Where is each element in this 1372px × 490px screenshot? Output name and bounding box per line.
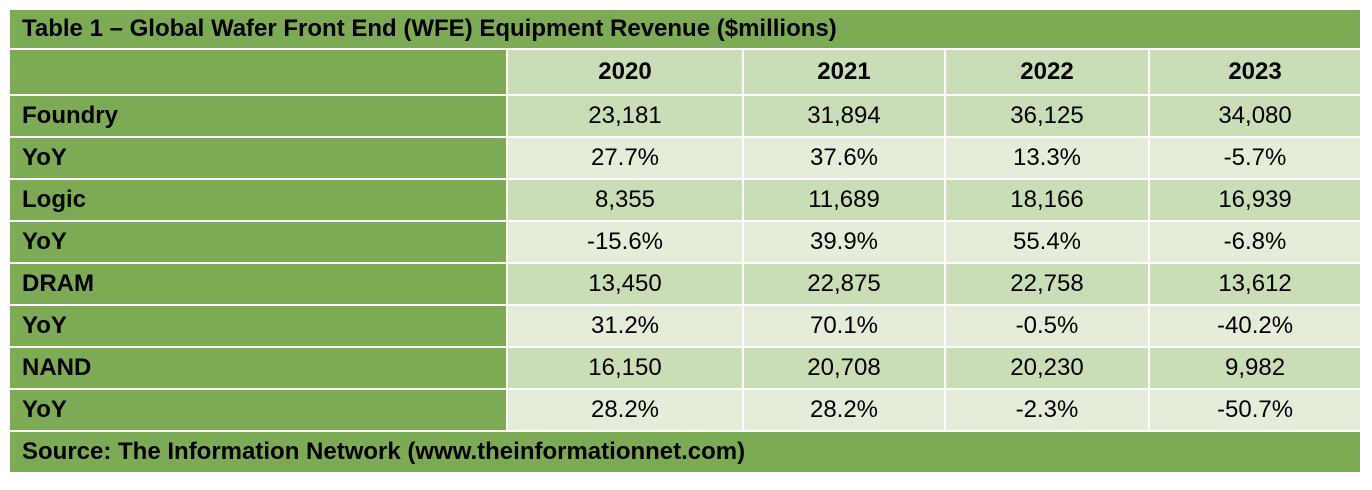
cell: 18,166	[944, 178, 1150, 222]
cell: 22,758	[944, 262, 1150, 306]
row-label: YoY	[8, 304, 508, 348]
cell: 31.2%	[506, 304, 744, 348]
row-label: Logic	[8, 178, 508, 222]
data-row: Logic 8,355 11,689 18,166 16,939	[8, 178, 1363, 222]
row-label: DRAM	[8, 262, 508, 306]
cell: -40.2%	[1147, 304, 1363, 348]
cell: 28.2%	[742, 388, 946, 432]
cell: 55.4%	[944, 220, 1150, 264]
cell: 8,355	[506, 178, 744, 222]
cell: 13.3%	[944, 136, 1150, 180]
cell: 34,080	[1147, 94, 1363, 138]
cell: -5.7%	[1147, 136, 1363, 180]
cell: 16,150	[506, 346, 744, 390]
data-row: Foundry 23,181 31,894 36,125 34,080	[8, 94, 1363, 138]
table-title: Table 1 – Global Wafer Front End (WFE) E…	[7, 8, 1363, 50]
source: Source: The Information Network (www.the…	[7, 430, 1363, 474]
cell: -0.5%	[944, 304, 1150, 348]
cell: 39.9%	[742, 220, 946, 264]
column-header: 2022	[944, 48, 1150, 96]
cell: 27.7%	[506, 136, 744, 180]
cell: 9,982	[1147, 346, 1363, 390]
cell: 28.2%	[506, 388, 744, 432]
column-header: 2023	[1147, 48, 1363, 96]
data-row: NAND 16,150 20,708 20,230 9,982	[8, 346, 1363, 390]
cell: -6.8%	[1147, 220, 1363, 264]
cell: 20,708	[742, 346, 946, 390]
row-label: Foundry	[8, 94, 508, 138]
data-row: DRAM 13,450 22,875 22,758 13,612	[8, 262, 1363, 306]
cell: 20,230	[944, 346, 1150, 390]
table-container: Table 1 – Global Wafer Front End (WFE) E…	[7, 8, 1363, 476]
header-corner	[8, 48, 508, 96]
cell: 23,181	[506, 94, 744, 138]
column-header: 2020	[506, 48, 744, 96]
cell: 13,612	[1147, 262, 1363, 306]
source-row: Source: The Information Network (www.the…	[7, 430, 1363, 474]
cell: 36,125	[944, 94, 1150, 138]
cell: 37.6%	[742, 136, 946, 180]
data-row: YoY 27.7% 37.6% 13.3% -5.7%	[8, 136, 1363, 180]
table-body: Table 1 – Global Wafer Front End (WFE) E…	[7, 8, 1363, 474]
data-row: YoY -15.6% 39.9% 55.4% -6.8%	[8, 220, 1363, 264]
data-row: YoY 28.2% 28.2% -2.3% -50.7%	[8, 388, 1363, 432]
row-label: YoY	[8, 388, 508, 432]
title-row: Table 1 – Global Wafer Front End (WFE) E…	[7, 8, 1363, 50]
cell: 16,939	[1147, 178, 1363, 222]
row-label: NAND	[8, 346, 508, 390]
header-row: 2020 2021 2022 2023	[8, 48, 1363, 96]
row-label: YoY	[8, 136, 508, 180]
column-header: 2021	[742, 48, 946, 96]
cell: 31,894	[742, 94, 946, 138]
revenue-table: Table 1 – Global Wafer Front End (WFE) E…	[7, 8, 1363, 474]
cell: 13,450	[506, 262, 744, 306]
row-label: YoY	[8, 220, 508, 264]
cell: -2.3%	[944, 388, 1150, 432]
cell: -15.6%	[506, 220, 744, 264]
cell: 11,689	[742, 178, 946, 222]
data-row: YoY 31.2% 70.1% -0.5% -40.2%	[8, 304, 1363, 348]
cell: 22,875	[742, 262, 946, 306]
cell: 70.1%	[742, 304, 946, 348]
cell: -50.7%	[1147, 388, 1363, 432]
